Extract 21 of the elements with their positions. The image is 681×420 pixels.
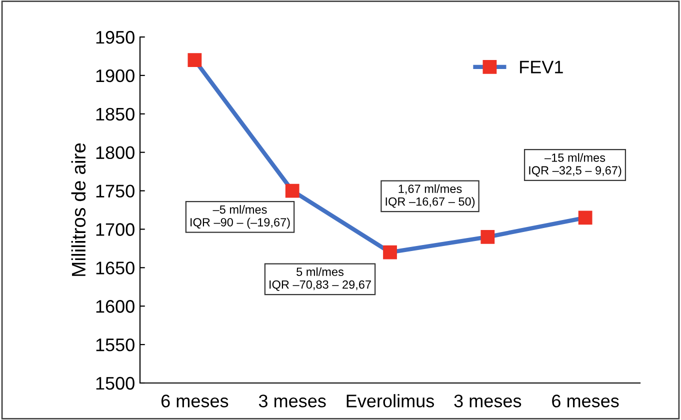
y-tick-label: 1550 <box>96 338 134 352</box>
y-tick-label: 1750 <box>96 184 134 198</box>
y-tick-label: 1600 <box>96 300 134 313</box>
annotation: 5 ml/mes IQR –70,83 – 29,67 <box>270 267 371 291</box>
y-tick-label: 1800 <box>96 146 134 160</box>
y-tick-label: 1900 <box>96 69 134 82</box>
x-tick-label: 3 meses <box>454 394 522 408</box>
x-tick-label: 3 meses <box>258 394 326 408</box>
y-axis-title: Mililitros de aire <box>71 143 86 276</box>
annotation: –5 ml/mes IQR –90 – (–19,67) <box>190 205 290 229</box>
y-tick-label: 1500 <box>96 376 134 390</box>
x-tick-label: 6 meses <box>552 394 619 408</box>
y-tick-label: 1700 <box>96 223 134 236</box>
y-tick-label: 1950 <box>96 30 134 44</box>
x-tick-label: Everolimus <box>346 394 434 408</box>
y-tick-label: 1650 <box>96 262 134 274</box>
x-tick-label: 6 meses <box>161 394 228 408</box>
annotation: 1,67 ml/mes IQR –16,67 – 50) <box>386 184 475 208</box>
y-tick-label: 1850 <box>96 108 134 121</box>
legend-label: FEV1 <box>520 60 563 74</box>
annotation: –15 ml/mes IQR –32,5 – 9,67) <box>529 153 622 177</box>
